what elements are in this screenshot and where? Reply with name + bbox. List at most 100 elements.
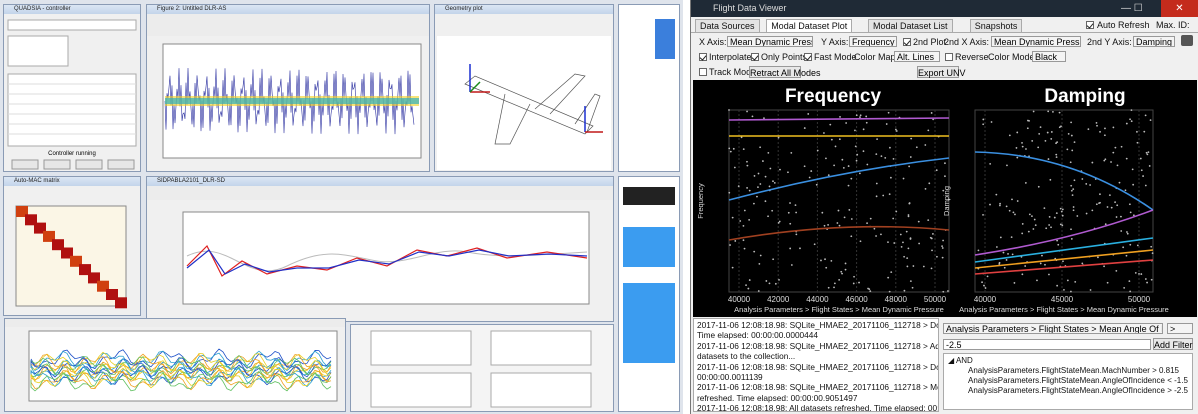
- checkbox[interactable]: [903, 38, 911, 46]
- scatter-point: [1025, 148, 1027, 150]
- scatter-point: [853, 275, 855, 278]
- scatter-point: [1106, 206, 1109, 208]
- scatter-point: [1148, 165, 1151, 167]
- camera-button[interactable]: [1181, 35, 1193, 46]
- scatter-point: [890, 271, 893, 274]
- scatter-point: [1076, 215, 1079, 217]
- scatter-point: [1024, 182, 1027, 184]
- scatter-point: [907, 247, 910, 250]
- checkbox[interactable]: [751, 53, 759, 61]
- filter-panel: Analysis Parameters > Flight States > Me…: [941, 318, 1197, 412]
- matlab-desktop: QUADSIA - controller Controller running …: [0, 0, 683, 414]
- scatter-point: [844, 262, 847, 265]
- log-line: 2017-11-06 12:08:18.98: SQLite_HMAE2_201…: [697, 320, 938, 330]
- scatter-point: [1129, 118, 1131, 121]
- scatter-point: [1091, 161, 1094, 164]
- dropdown[interactable]: Black: [1032, 51, 1066, 62]
- plot-area: Frequency Analysis Parameters > Flight St…: [693, 80, 1197, 317]
- scatter-point: [858, 281, 860, 284]
- dropdown[interactable]: Frequency: [849, 36, 897, 47]
- x-tick-label: 45000: [1051, 295, 1074, 304]
- scatter-point: [753, 175, 756, 177]
- scatter-point: [895, 210, 898, 213]
- scatter-point: [1125, 157, 1128, 160]
- scatter-point: [774, 282, 777, 285]
- scatter-point: [1087, 128, 1090, 131]
- plot-title: Damping: [1044, 86, 1125, 107]
- empty-axes: [370, 330, 592, 408]
- checkbox[interactable]: [699, 68, 707, 76]
- scatter-point: [854, 145, 857, 148]
- dropdown[interactable]: Mean Dynamic Pressure: [727, 36, 813, 47]
- scatter-point: [1116, 164, 1119, 167]
- scatter-point: [1145, 151, 1148, 154]
- scatter-point: [1070, 238, 1073, 240]
- amplitude-line: [30, 351, 332, 373]
- scatter-point: [1056, 284, 1059, 287]
- time-plot: [147, 14, 429, 159]
- checkbox[interactable]: [699, 53, 707, 61]
- scatter-point: [747, 287, 750, 290]
- dropdown[interactable]: Damping: [1133, 36, 1175, 47]
- scatter-point: [731, 266, 734, 269]
- scatter-point: [753, 202, 755, 205]
- scatter-point: [1096, 124, 1098, 127]
- tab[interactable]: Modal Dataset Plot: [766, 19, 853, 32]
- add-filter[interactable]: Add Filter: [1153, 338, 1193, 350]
- button[interactable]: Retract All Modes: [749, 66, 821, 78]
- tab[interactable]: Data Sources: [695, 19, 760, 32]
- scatter-point: [999, 202, 1001, 205]
- scatter-point: [827, 174, 830, 177]
- conditions: AnalysisParameters.FlightStateMean.MachN…: [968, 366, 1188, 396]
- scatter-point: [837, 209, 840, 212]
- scatter-point: [1048, 224, 1051, 226]
- scatter-point: [910, 137, 913, 140]
- checkbox[interactable]: [804, 53, 812, 61]
- scatter-point: [737, 185, 740, 188]
- scatter-point: [1034, 224, 1037, 227]
- dropdown[interactable]: Alt. Lines: [894, 51, 940, 62]
- scatter-point: [887, 241, 889, 244]
- scatter-point: [850, 177, 853, 180]
- scatter-point: [862, 128, 865, 131]
- scatter-point: [1070, 189, 1073, 192]
- controller-status: Controller running: [48, 151, 96, 157]
- scatter-point: [995, 246, 998, 248]
- title-bar: Flight Data Viewer ✕ — ☐: [691, 0, 1198, 17]
- scatter-point: [1085, 212, 1088, 215]
- parameter-window: [618, 4, 680, 172]
- checkbox[interactable]: [1086, 21, 1094, 29]
- amplitude-line: [30, 354, 332, 376]
- scatter-point: [746, 160, 748, 163]
- window-buttons[interactable]: — ☐: [1121, 3, 1143, 14]
- dropdown[interactable]: Mean Dynamic Pressure: [991, 36, 1081, 47]
- filter-field[interactable]: Analysis Parameters > Flight States > Me…: [943, 323, 1163, 334]
- close-button[interactable]: ✕: [1161, 0, 1198, 17]
- filter-operator[interactable]: >: [1167, 323, 1193, 334]
- mac-cell: [106, 289, 118, 300]
- scatter-point: [824, 258, 826, 261]
- scatter-point: [830, 138, 833, 141]
- scatter-point: [746, 164, 749, 167]
- scatter-point: [998, 263, 1001, 265]
- tab[interactable]: Modal Dataset List: [868, 19, 953, 32]
- log-line: 2017-11-06 12:08:18.98: SQLite_HMAE2_201…: [697, 340, 938, 351]
- button[interactable]: Export UNV: [917, 66, 966, 78]
- scatter-point: [842, 166, 845, 169]
- scatter-point: [995, 193, 998, 196]
- scatter-point: [1024, 265, 1027, 267]
- label: Interpolate: [709, 52, 752, 62]
- x-axis-label: Analysis Parameters > Flight States > Me…: [734, 305, 944, 314]
- tab[interactable]: Snapshots: [969, 19, 1023, 32]
- y-axis-label: Damping: [942, 186, 951, 216]
- scatter-point: [1112, 126, 1115, 129]
- scatter-point: [1050, 131, 1053, 133]
- filter-value[interactable]: -2.5: [943, 339, 1151, 350]
- scatter-point: [903, 255, 906, 258]
- checkbox[interactable]: [945, 53, 953, 61]
- scatter-point: [1131, 168, 1134, 171]
- log-line: refreshed. Time elapsed: 00:00:00.905149…: [697, 392, 858, 403]
- scatter-point: [1008, 209, 1011, 212]
- scatter-point: [1142, 175, 1144, 177]
